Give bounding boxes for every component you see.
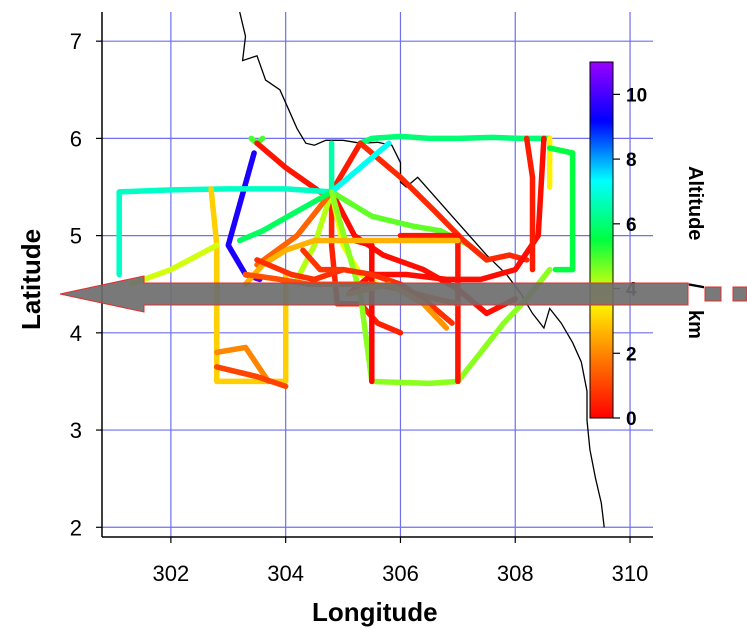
flight-track-segment <box>328 140 364 195</box>
x-tick-label: 308 <box>497 561 534 586</box>
flight-track-segment <box>328 189 490 263</box>
colorbar-tick-label: 8 <box>626 150 637 171</box>
flight-track-segment <box>214 364 289 390</box>
x-tick-label: 306 <box>382 561 419 586</box>
flight-track-segment <box>300 247 346 273</box>
y-tick-label: 6 <box>70 126 82 151</box>
flight-track-segment <box>225 150 257 278</box>
coastline <box>239 12 605 528</box>
flight-track-segment <box>357 133 553 146</box>
x-axis-label: Longitude <box>312 597 438 627</box>
x-ticks: 302 304 306 308 310 <box>153 537 649 586</box>
flight-track-segment <box>236 189 335 244</box>
grid-lines <box>102 12 653 537</box>
y-tick-label: 3 <box>70 418 82 443</box>
y-tick-label: 4 <box>70 321 82 346</box>
colorbar-tick-label: 0 <box>626 409 637 430</box>
arrow-dash-1 <box>704 286 722 302</box>
colorbar-label-sep: / <box>684 283 706 289</box>
x-tick-label: 310 <box>612 561 649 586</box>
colorbar-tick-label: 10 <box>626 85 647 106</box>
colorbar-bar <box>589 61 614 419</box>
flight-track-segment <box>328 189 519 317</box>
arrow-shape <box>59 275 689 313</box>
colorbar-label-unit: km <box>684 310 706 339</box>
flight-track-segment <box>214 344 272 385</box>
flight-tracks <box>116 133 576 390</box>
flight-track-segment <box>294 189 335 283</box>
flight-track-segment <box>254 189 335 268</box>
colorbar-tick-label: 6 <box>626 215 637 236</box>
pointer-arrow <box>59 275 747 313</box>
y-tick-label: 2 <box>70 515 82 540</box>
x-tick-label: 304 <box>267 561 304 586</box>
flight-track-segment <box>208 186 289 385</box>
flight-track-segment <box>242 237 461 287</box>
x-tick-label: 302 <box>153 561 190 586</box>
colorbar-tick-label: 2 <box>626 344 637 365</box>
flight-track-segment <box>523 135 536 273</box>
y-tick-label: 5 <box>70 224 82 249</box>
flight-track-segment <box>254 140 335 195</box>
coastline-layer <box>239 12 605 528</box>
flight-track-segment <box>397 232 461 385</box>
flight-track-segment <box>116 186 335 278</box>
flight-track-segment <box>328 140 392 195</box>
y-ticks: 2 3 4 5 6 7 <box>70 29 102 540</box>
plot-frame <box>101 12 653 538</box>
arrow-dash-2 <box>732 286 747 302</box>
colorbar: 1086420 <box>589 61 647 430</box>
flight-track-segment <box>357 140 530 263</box>
y-tick-label: 7 <box>70 29 82 54</box>
flight-track-segment <box>546 145 576 273</box>
y-axis-label: Latitude <box>16 229 46 330</box>
colorbar-label-main: Altitude <box>684 166 706 240</box>
